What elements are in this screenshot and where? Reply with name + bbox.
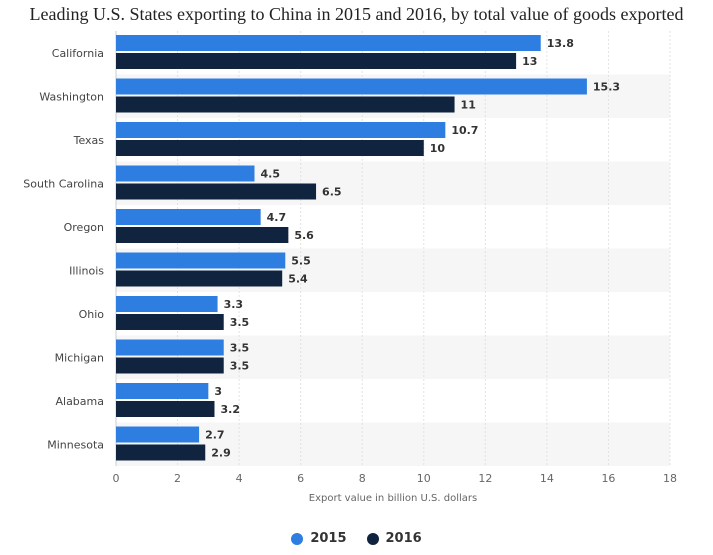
data-label: 11 xyxy=(461,99,476,112)
data-label: 15.3 xyxy=(593,81,620,94)
data-label: 2.7 xyxy=(205,429,225,442)
bar-2016[interactable] xyxy=(116,270,283,287)
bar-2016[interactable] xyxy=(116,444,206,461)
category-label: Minnesota xyxy=(47,438,104,451)
x-axis-label: Export value in billion U.S. dollars xyxy=(309,493,477,504)
bar-2016[interactable] xyxy=(116,401,215,417)
category-labels: California Washington Texas South Carolina O… xyxy=(23,47,104,452)
category-label: Washington xyxy=(39,90,104,103)
data-label: 10 xyxy=(430,142,446,155)
data-label: 5.5 xyxy=(291,255,311,268)
data-label: 2.9 xyxy=(211,447,231,460)
bar-2015[interactable] xyxy=(116,383,209,399)
data-label: 4.5 xyxy=(261,168,281,181)
data-label: 4.7 xyxy=(267,211,287,224)
bar-2016[interactable] xyxy=(116,357,224,374)
x-tick-label: 4 xyxy=(236,472,243,485)
bar-2015[interactable] xyxy=(116,252,286,269)
data-label: 13.8 xyxy=(547,37,574,50)
data-label: 10.7 xyxy=(451,124,478,137)
category-label: South Carolina xyxy=(23,177,104,190)
data-label: 3.2 xyxy=(220,403,240,416)
x-tick-labels: 0 2 4 6 8 10 12 14 16 18 xyxy=(113,472,678,485)
x-tick-label: 6 xyxy=(297,472,304,485)
bar-2015[interactable] xyxy=(116,165,255,182)
x-tick-label: 12 xyxy=(478,472,492,485)
x-tick-label: 10 xyxy=(417,472,431,485)
bars xyxy=(116,35,587,461)
x-tick-label: 0 xyxy=(113,472,120,485)
bar-2015[interactable] xyxy=(116,296,218,312)
legend-item-2015[interactable]: 2015 xyxy=(291,531,347,546)
bar-2016[interactable] xyxy=(116,96,455,113)
data-label: 6.5 xyxy=(322,186,342,199)
x-tick-label: 14 xyxy=(540,472,554,485)
category-label: Oregon xyxy=(64,221,104,234)
bar-2016[interactable] xyxy=(116,140,424,156)
legend: 2015 2016 xyxy=(0,531,713,546)
category-label: Ohio xyxy=(79,308,105,321)
x-tick-label: 16 xyxy=(601,472,615,485)
data-labels: 13.8 13 15.3 11 10.7 10 4.5 6.5 4.7 5.6 5.5 5.4 3.3 3… xyxy=(205,37,620,460)
category-label: Illinois xyxy=(69,264,104,277)
legend-marker-2015 xyxy=(291,532,304,545)
bar-2016[interactable] xyxy=(116,183,317,200)
row-band xyxy=(116,422,670,466)
data-label: 3 xyxy=(214,385,222,398)
data-label: 5.4 xyxy=(288,273,308,286)
data-label: 3.3 xyxy=(224,298,244,311)
data-label: 3.5 xyxy=(230,360,250,373)
data-label: 3.5 xyxy=(230,316,250,329)
data-label: 3.5 xyxy=(230,342,250,355)
legend-item-2016[interactable]: 2016 xyxy=(366,531,422,546)
legend-label-2016: 2016 xyxy=(385,531,422,546)
category-label: Alabama xyxy=(55,395,104,408)
data-label: 13 xyxy=(522,55,537,68)
bar-2015[interactable] xyxy=(116,122,446,138)
bar-2015[interactable] xyxy=(116,426,200,443)
bar-2015[interactable] xyxy=(116,209,261,225)
bar-2015[interactable] xyxy=(116,339,224,356)
x-tick-label: 8 xyxy=(359,472,366,485)
bar-2016[interactable] xyxy=(116,314,224,330)
x-tick-label: 2 xyxy=(174,472,181,485)
bar-2016[interactable] xyxy=(116,53,517,69)
data-label: 5.6 xyxy=(294,229,314,242)
bar-2016[interactable] xyxy=(116,227,289,243)
legend-label-2015: 2015 xyxy=(310,531,347,546)
category-label: Texas xyxy=(73,134,105,147)
category-label: Michigan xyxy=(55,351,104,364)
legend-marker-2016 xyxy=(366,532,379,545)
bar-chart: 13.8 13 15.3 11 10.7 10 4.5 6.5 4.7 5.6 5.5 5.4 3.3 3… xyxy=(23,31,678,504)
chart-title: Leading U.S. States exporting to China i… xyxy=(29,4,684,24)
category-label: California xyxy=(52,47,104,60)
x-tick-label: 18 xyxy=(663,472,677,485)
bar-2015[interactable] xyxy=(116,78,587,95)
bar-2015[interactable] xyxy=(116,35,541,51)
